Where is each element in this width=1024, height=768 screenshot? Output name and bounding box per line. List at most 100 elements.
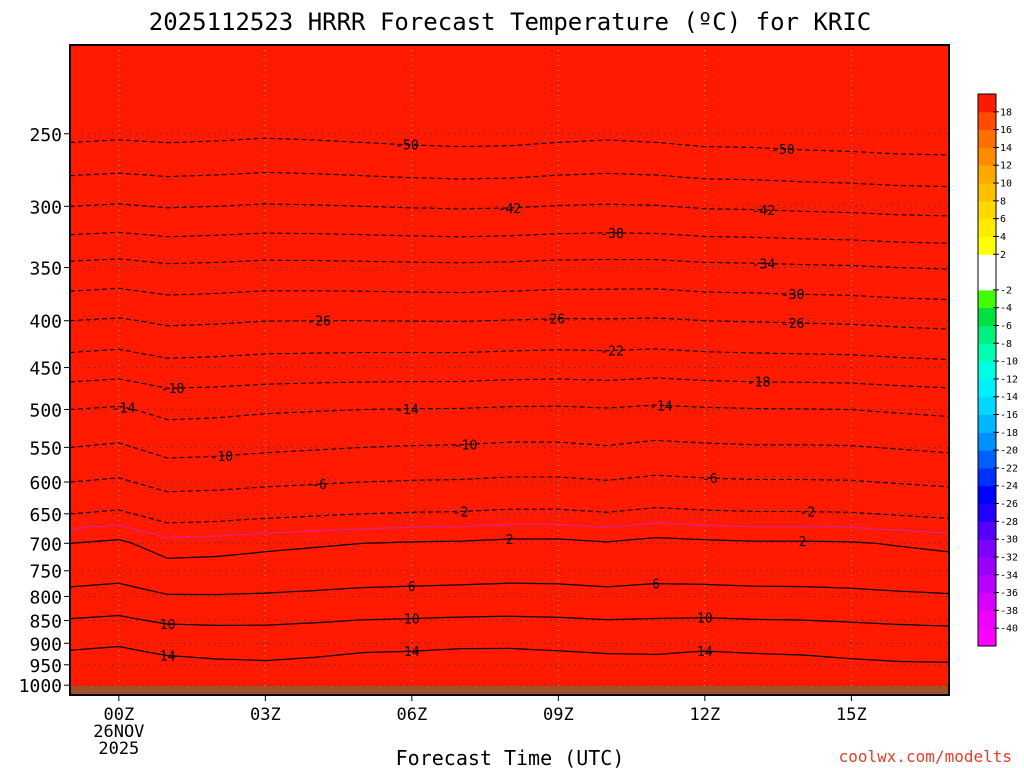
y-tick-label: 500 [29, 400, 62, 421]
contour-label: 14 [160, 650, 176, 665]
contour-label: -2 [453, 506, 469, 521]
y-tick-label: 900 [29, 634, 62, 655]
contour-label: 2 [506, 533, 514, 548]
colorbar-swatch [978, 556, 996, 576]
colorbar-label: -32 [1000, 552, 1018, 563]
contour-solid [70, 536, 949, 559]
x-tick-label: 06Z [396, 705, 427, 725]
ground-fill [70, 686, 949, 695]
colorbar-label: -10 [1000, 357, 1018, 368]
ground-layer [70, 686, 949, 695]
colorbar-label: 10 [1000, 179, 1012, 190]
colorbar-swatch [978, 574, 996, 594]
contour-label: 2 [799, 535, 807, 550]
y-tick-label: 250 [29, 125, 62, 146]
colorbar-label: -6 [1000, 321, 1012, 332]
colorbar-label: -16 [1000, 410, 1018, 421]
contour-label: -42 [752, 204, 775, 219]
colorbar-label: -36 [1000, 588, 1018, 599]
colorbar-swatch [978, 289, 996, 309]
y-tick-label: 1000 [19, 676, 62, 697]
colorbar-swatch [978, 361, 996, 380]
contour-label: 10 [697, 612, 713, 627]
chart-title: 2025112523 HRRR Forecast Temperature (ºC… [149, 8, 871, 36]
contour-label: -6 [702, 472, 718, 487]
colorbar-label: 8 [1000, 196, 1006, 207]
colorbar-label: -40 [1000, 624, 1018, 635]
temperature-contours [70, 137, 949, 663]
contour-dashed [70, 203, 949, 217]
colorbar: 18 16 14 12 10 8 6 4 2 -2 -4 -6 -8 -10 -12 -14 -16 -18 -20… [977, 93, 1018, 647]
contour-zero [70, 522, 949, 539]
contour-label: -26 [307, 315, 330, 330]
colorbar-swatch [978, 254, 996, 291]
y-tick-label: 450 [29, 359, 62, 380]
contour-dashed [70, 258, 949, 270]
contour-label: -10 [210, 450, 233, 465]
colorbar-swatch [978, 111, 996, 131]
colorbar-swatch [978, 539, 996, 558]
contour-label: -26 [542, 313, 565, 328]
colorbar-label: -4 [1000, 303, 1012, 314]
colorbar-label: -24 [1000, 481, 1018, 492]
contour-solid [70, 614, 949, 627]
colorbar-label: -26 [1000, 499, 1018, 510]
y-tick-label: 850 [29, 612, 62, 633]
colorbar-label: -30 [1000, 535, 1018, 546]
colorbar-swatch [978, 236, 996, 255]
colorbar-frame [977, 93, 997, 647]
colorbar-label: -38 [1000, 606, 1018, 617]
contour-labels: -50 -50-42 -42-38-34-30-26 -26 -26-22-18 -18-… [112, 139, 815, 665]
colorbar-label: 14 [1000, 143, 1012, 154]
colorbar-swatch [978, 183, 996, 202]
colorbar-swatch [978, 450, 996, 469]
contour-label: -10 [454, 438, 477, 453]
x-tick-label: 15Z [836, 705, 867, 725]
y-tick-label: 950 [29, 656, 62, 677]
colorbar-label: -18 [1000, 428, 1018, 439]
y-tick-label: 350 [29, 259, 62, 280]
colorbar-swatch [978, 414, 996, 433]
colorbar-swatch [978, 432, 996, 451]
colorbar-swatch [978, 325, 996, 344]
contour-label: -18 [161, 382, 184, 397]
colorbar-label: -34 [1000, 570, 1018, 581]
colorbar-swatch [978, 396, 996, 416]
contour-dashed [70, 377, 949, 389]
x-tick-label: 03Z [250, 705, 281, 725]
y-tick-label: 300 [29, 197, 62, 218]
fill-band [70, 45, 949, 695]
contour-dashed [70, 507, 949, 524]
contour-label: -14 [112, 401, 136, 416]
contour-label: -50 [395, 139, 418, 154]
x-tick-label: 00Z [103, 705, 134, 725]
contour-dashed [70, 404, 949, 421]
colorbar-label: 16 [1000, 125, 1012, 136]
y-tick-label: 800 [29, 587, 62, 608]
contour-label: -14 [395, 403, 419, 418]
contour-label: 6 [652, 578, 660, 593]
temperature-fill [70, 45, 949, 695]
contour-label: -14 [649, 399, 673, 414]
colorbar-label: 6 [1000, 214, 1006, 225]
contour-dashed [70, 137, 949, 156]
colorbar-swatch [978, 343, 996, 362]
contour-dashed [70, 474, 949, 493]
colorbar-swatch [978, 218, 996, 237]
colorbar-label: 18 [1000, 107, 1012, 118]
plot-area: -50 -50-42 -42-38-34-30-26 -26 -26-22-18 -18-… [69, 44, 950, 696]
colorbar-swatch [978, 147, 996, 166]
colorbar-swatch [978, 200, 996, 220]
x-tick-date: 26NOV [93, 722, 144, 742]
contour-dashed [70, 317, 949, 330]
y-axis: 2503003504004505005506006507007508008509… [19, 125, 70, 697]
colorbar-label: -28 [1000, 517, 1018, 528]
colorbar-swatch [978, 94, 996, 113]
x-tick-year: 2025 [98, 739, 139, 759]
contour-label: 10 [404, 613, 420, 628]
plot-frame [69, 44, 950, 696]
colorbar-label: -12 [1000, 374, 1018, 385]
y-tick-label: 550 [29, 438, 62, 459]
colorbar-swatch [978, 467, 996, 487]
